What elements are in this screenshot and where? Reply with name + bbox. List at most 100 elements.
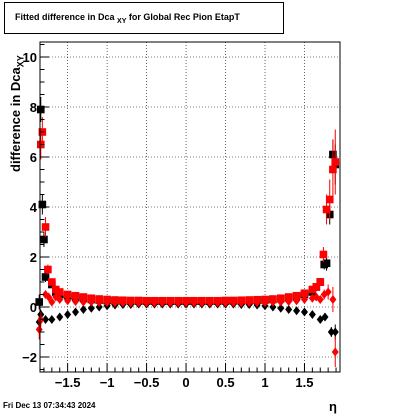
data-point [285,305,293,314]
x-axis-label: η [329,399,337,414]
data-point [71,291,80,300]
data-point [174,298,182,308]
y-axis-label: difference in DcaXY [8,55,26,172]
data-point [40,235,48,244]
data-point [245,298,253,307]
x-tick-label: 0.5 [216,375,234,390]
data-point [300,295,308,304]
data-point [143,298,151,308]
data-point [237,298,245,308]
data-point [206,298,214,308]
data-point [111,298,119,308]
data-point [87,303,95,313]
data-point [64,310,72,319]
series-0 [35,97,340,310]
data-point [79,293,88,301]
data-point [300,289,309,298]
data-point [63,290,72,299]
data-point [292,291,301,300]
data-point [190,298,198,308]
data-point [222,298,230,308]
data-point [269,297,277,307]
series-1 [36,117,340,305]
x-tick-label: 0 [182,375,189,390]
data-point [329,165,337,174]
data-point [41,223,50,231]
axis-ticks: −1.5 −1 −0.5 0 0.5 1 1.5 −2 0 2 4 6 8 10 [22,44,337,390]
data-point [214,298,222,308]
data-point [277,303,285,313]
data-point [182,298,190,308]
data-point [316,278,325,286]
data-point [329,295,337,304]
data-point [48,315,56,324]
title-box: Fitted difference in Dca XY for Global R… [4,2,284,34]
data-point [35,325,43,334]
data-point [300,307,308,317]
data-point [198,298,206,308]
data-point [36,105,45,114]
data-point [261,298,269,307]
data-point [41,273,50,281]
x-tick-label: 1 [261,375,268,390]
data-point [56,312,64,322]
x-tick-label: 1.5 [295,375,313,390]
data-point [285,297,293,306]
data-point [293,296,301,306]
data-point [308,285,317,294]
data-point [327,327,335,337]
data-point [127,298,135,308]
series-layer [35,97,340,367]
data-point [95,298,103,307]
data-point [87,297,95,307]
data-point [44,265,52,274]
data-point [51,285,60,294]
timestamp-footer: Fri Dec 13 07:34:43 2024 [3,401,96,410]
y-tick-label: 4 [30,200,38,215]
data-point [38,200,47,209]
x-tick-label: −1.5 [55,375,81,390]
data-point [316,295,324,304]
data-point [72,297,80,306]
x-tick-label: −1 [100,375,115,390]
data-point [35,298,44,306]
y-tick-label: 2 [30,250,37,265]
data-point [103,298,111,307]
y-tick-label: 0 [30,300,37,315]
data-point [322,205,331,214]
data-point [293,306,301,316]
data-point [64,296,72,306]
chart-title: Fitted difference in Dca XY for Global R… [15,12,240,25]
y-tick-label: −2 [22,350,37,365]
data-point [308,310,316,319]
y-tick-label: 6 [30,150,37,165]
data-point [253,298,261,307]
data-point [331,158,340,166]
data-point [319,250,328,259]
data-point [72,307,80,317]
data-point [324,287,332,297]
data-point [158,298,166,308]
y-tick-label: 10 [23,50,37,65]
data-point [229,298,237,308]
data-point [45,292,53,302]
data-point [322,259,331,268]
data-point [150,298,158,308]
data-point [119,298,127,308]
data-point [79,305,87,314]
data-point [277,297,285,307]
data-point [166,298,174,308]
data-point [56,295,64,304]
grid [40,42,340,372]
data-point [42,315,50,324]
y-tick-label: 8 [30,100,37,115]
data-point [48,297,56,307]
data-point [48,278,56,286]
series-3 [35,284,339,367]
data-point [55,288,64,296]
data-point [135,298,143,308]
x-tick-label: −0.5 [134,375,160,390]
data-point [331,347,339,357]
data-point [325,195,334,204]
